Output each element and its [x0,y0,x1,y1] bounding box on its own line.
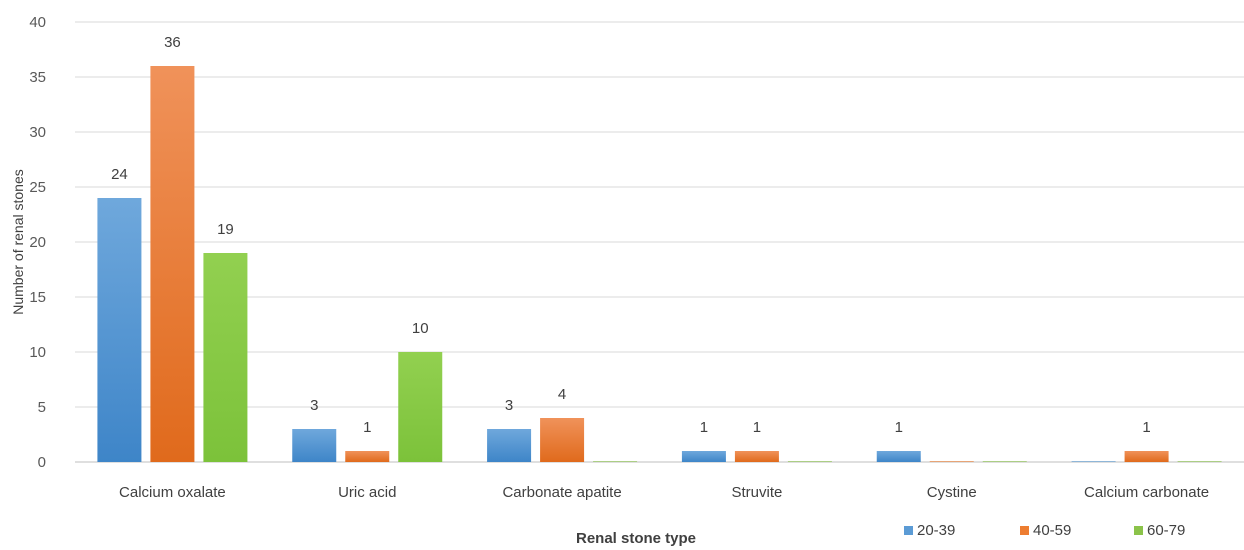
data-label: 1 [700,419,708,436]
bar-20-39 [292,429,337,462]
x-category-label: Calcium oxalate [119,484,226,501]
data-label: 36 [164,34,181,51]
bar-20-39 [487,429,532,462]
bar-40-59 [1124,451,1169,462]
x-category-label: Calcium carbonate [1084,484,1209,501]
bar-60-79 [398,352,443,462]
legend-label: 60-79 [1147,522,1185,539]
x-category-label: Carbonate apatite [502,484,621,501]
gridlines [75,21,1244,463]
legend: 20-39 40-59 60-79 [904,522,1185,539]
bar-40-59 [345,451,390,462]
x-axis-title: Renal stone type [576,530,696,547]
y-axis-title: Number of renal stones [10,169,26,315]
y-tick-label: 30 [29,124,46,141]
data-label: 10 [412,320,429,337]
y-tick-label: 35 [29,69,46,86]
data-labels: 24 36 19 3 1 10 3 4 1 1 1 1 [111,34,1151,436]
y-axis-ticks: 0 5 10 15 20 25 30 35 40 [29,14,46,471]
y-tick-label: 40 [29,14,46,31]
bars [97,66,1222,462]
data-label: 24 [111,166,128,183]
x-category-label: Cystine [927,484,977,501]
y-tick-label: 5 [38,399,46,416]
legend-label: 40-59 [1033,522,1071,539]
y-tick-label: 0 [38,454,46,471]
bar-40-59 [734,451,779,462]
legend-swatch-40-59 [1020,526,1029,535]
data-label: 3 [310,397,318,414]
data-label: 1 [753,419,761,436]
legend-swatch-20-39 [904,526,913,535]
y-tick-label: 10 [29,344,46,361]
x-axis-categories: Calcium oxalate Uric acid Carbonate apatit… [119,484,1209,501]
x-category-label: Uric acid [338,484,396,501]
bar-20-39 [876,451,921,462]
bar-40-59 [150,66,195,462]
data-label: 1 [895,419,903,436]
data-label: 3 [505,397,513,414]
legend-swatch-60-79 [1134,526,1143,535]
legend-label: 20-39 [917,522,955,539]
x-category-label: Struvite [731,484,782,501]
bar-40-59 [540,418,585,462]
data-label: 1 [1142,419,1150,436]
data-label: 1 [363,419,371,436]
data-label: 19 [217,221,234,238]
y-tick-label: 25 [29,179,46,196]
y-tick-label: 15 [29,289,46,306]
y-tick-label: 20 [29,234,46,251]
bar-60-79 [203,253,248,462]
data-label: 4 [558,386,566,403]
bar-20-39 [97,198,142,462]
bar-20-39 [681,451,726,462]
